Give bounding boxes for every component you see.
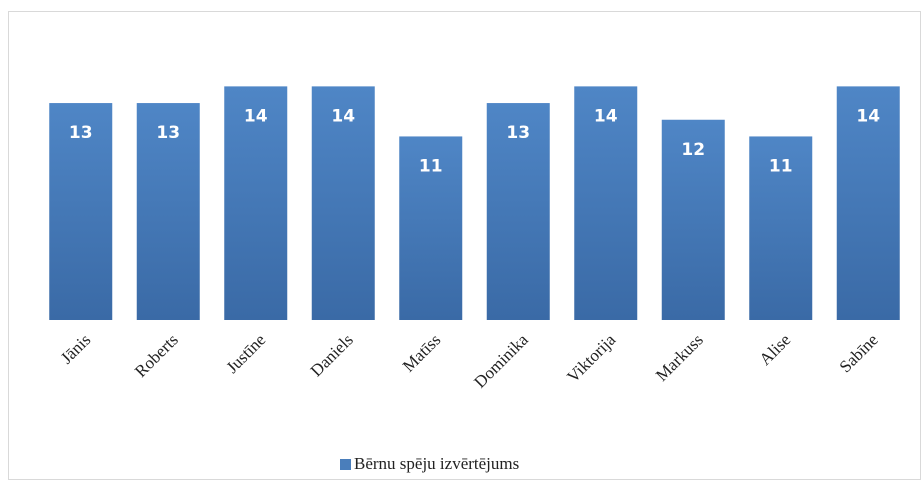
data-label: 13 [69,123,93,143]
bar [49,103,113,320]
data-label: 12 [681,140,705,160]
bar [749,136,813,320]
data-label: 11 [419,156,443,176]
data-label: 14 [331,106,355,126]
bar [311,86,375,320]
bar [486,103,550,320]
bar [574,86,638,320]
legend-label: Bērnu spēju izvērtējums [354,454,519,473]
legend-swatch [340,459,351,470]
bar [661,119,725,320]
bar [836,86,900,320]
data-label: 13 [156,123,180,143]
data-label: 14 [856,106,880,126]
bar [224,86,288,320]
bar [136,103,200,320]
data-label: 14 [594,106,618,126]
data-label: 13 [506,123,530,143]
bar [399,136,463,320]
data-label: 11 [769,156,793,176]
data-label: 14 [244,106,268,126]
